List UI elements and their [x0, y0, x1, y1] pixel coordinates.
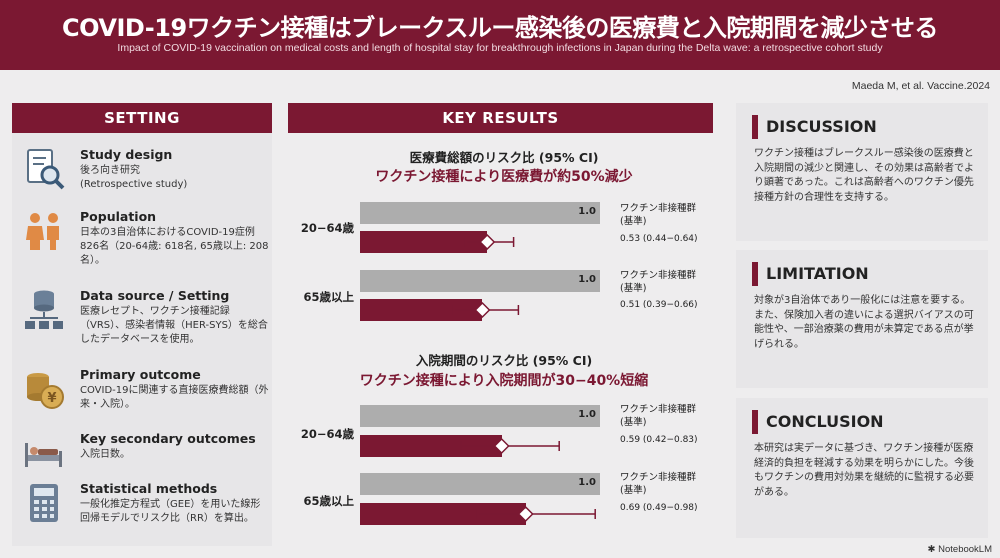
results-heading: KEY RESULTS — [288, 103, 713, 133]
chart2-category-label: 65歳以上 — [303, 494, 354, 508]
limitation-body: 対象が3自治体であり一般化には注意を要する。また、保険加入者の違いによる選択バイ… — [754, 295, 974, 350]
discussion-body: ワクチン接種はブレークスルー感染後の医療費と入院期間の減少と関連し、その効果は高… — [754, 148, 974, 203]
setting-title: Data source / Setting — [80, 288, 230, 303]
chart1-subtitle: ワクチン接種により医療費が約50%減少 — [375, 169, 633, 185]
limitation-box: LIMITATION 対象が3自治体であり一般化には注意を要する。また、保険加入… — [736, 250, 988, 388]
accent-bar — [752, 410, 758, 434]
svg-text:¥: ¥ — [47, 391, 56, 406]
bar-value-label: 1.0 — [578, 477, 596, 488]
chart2-ci-label: 0.59 (0.42−0.83) — [620, 435, 698, 445]
chart2-title: 入院期間のリスク比 (95% CI) — [415, 353, 593, 368]
accent-bar — [752, 115, 758, 139]
coins-yen-icon: ¥ — [27, 373, 64, 409]
page-title: COVID-19ワクチン接種はブレークスルー感染後の医療費と入院期間を減少させる — [62, 14, 938, 42]
discussion-box: DISCUSSION ワクチン接種はブレークスルー感染後の医療費と入院期間の減少… — [736, 103, 988, 241]
reference-label: ワクチン非接種群 (基準) — [620, 203, 697, 227]
setting-body: 後ろ向き研究 (Retrospective study) — [80, 165, 188, 190]
document-search-icon — [27, 149, 65, 190]
setting-title: Statistical methods — [80, 481, 218, 496]
setting-body: 入院日数。 — [80, 449, 130, 460]
setting-heading: SETTING — [12, 103, 272, 133]
setting-title: Study design — [80, 147, 173, 162]
chart1-bar-reference: 1.0 — [360, 202, 600, 224]
setting-body: 医療レセプト、ワクチン接種記録（VRS）、感染者情報（HER-SYS）を総合した… — [80, 306, 268, 345]
reference-label: ワクチン非接種群 (基準) — [620, 472, 697, 496]
chart1-bar-reference: 1.0 — [360, 270, 600, 292]
header-banner: COVID-19ワクチン接種はブレークスルー感染後の医療費と入院期間を減少させる… — [0, 0, 1000, 70]
setting-title: Primary outcome — [80, 367, 201, 382]
bar-value-label: 1.0 — [578, 274, 596, 285]
chart2-category-label: 20−64歳 — [300, 427, 354, 441]
calculator-icon — [30, 484, 58, 522]
chart2-ci-label: 0.69 (0.49−0.98) — [620, 503, 698, 513]
setting-title: Population — [80, 209, 157, 224]
brand-logo-icon: ✱ — [927, 544, 936, 555]
bar-value-label: 1.0 — [578, 206, 596, 217]
conclusion-body: 本研究は実データに基づき、ワクチン接種が医療経済的負担を軽減する効果を明らかにし… — [754, 443, 974, 498]
chart2-bar-reference: 1.0 — [360, 405, 600, 427]
hospital-bed-icon — [25, 443, 62, 467]
chart2-bar-vaccinated — [360, 435, 502, 457]
chart1-category-label: 20−64歳 — [300, 221, 354, 235]
setting-panel: Study design 後ろ向き研究 (Retrospective study… — [12, 133, 272, 546]
bar-value-label: 1.0 — [578, 409, 596, 420]
setting-title: Key secondary outcomes — [80, 431, 256, 446]
chart1-bar-vaccinated — [360, 231, 488, 253]
people-icon — [26, 213, 59, 250]
discussion-heading: DISCUSSION — [766, 117, 877, 136]
chart1-title: 医療費総額のリスク比 (95% CI) — [409, 150, 599, 165]
chart2-subtitle: ワクチン接種により入院期間が30−40%短縮 — [359, 373, 649, 389]
chart2-bar-reference: 1.0 — [360, 473, 600, 495]
citation: Maeda M, et al. Vaccine.2024 — [851, 80, 990, 92]
setting-body: COVID-19に関連する直接医療費総額（外来・入院）。 — [80, 385, 269, 410]
notebooklm-brand: ✱ NotebookLM — [927, 544, 992, 555]
chart1-ci-label: 0.53 (0.44−0.64) — [620, 234, 698, 244]
chart1-category-label: 65歳以上 — [303, 290, 354, 304]
reference-label: ワクチン非接種群 (基準) — [620, 404, 697, 428]
chart1-bar-vaccinated — [360, 299, 483, 321]
conclusion-box: CONCLUSION 本研究は実データに基づき、ワクチン接種が医療経済的負担を軽… — [736, 398, 988, 538]
limitation-heading: LIMITATION — [766, 264, 869, 283]
reference-label: ワクチン非接種群 (基準) — [620, 270, 697, 294]
setting-body: 日本の3自治体におけるCOVID-19症例826名（20-64歳: 618名, … — [80, 227, 269, 266]
accent-bar — [752, 262, 758, 286]
results-panel: 医療費総額のリスク比 (95% CI) ワクチン接種により医療費が約50%減少 … — [288, 100, 720, 546]
setting-body: 一般化推定方程式（GEE）を用いた線形回帰モデルでリスク比（RR）を算出。 — [80, 499, 261, 524]
conclusion-heading: CONCLUSION — [766, 412, 884, 431]
database-network-icon — [25, 290, 63, 329]
chart2-bar-vaccinated — [360, 503, 526, 525]
page-subtitle: Impact of COVID-19 vaccination on medica… — [117, 42, 883, 54]
chart1-ci-label: 0.51 (0.39−0.66) — [620, 300, 698, 310]
